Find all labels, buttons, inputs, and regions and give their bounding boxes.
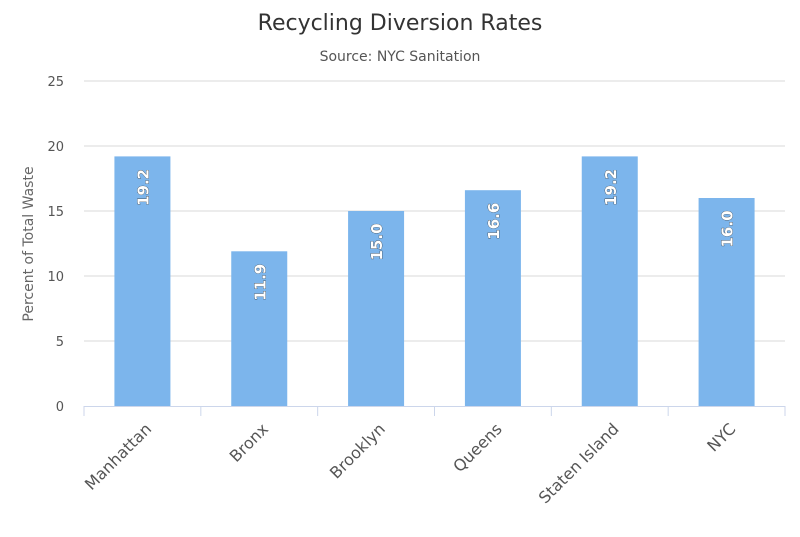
bar <box>698 198 755 406</box>
x-tick-label: Queens <box>449 419 506 476</box>
y-tick-label: 5 <box>56 335 64 350</box>
bar <box>348 211 405 406</box>
data-label: 15.0 <box>368 223 386 260</box>
chart-title: Recycling Diversion Rates <box>258 11 543 36</box>
bars <box>114 156 755 406</box>
gridlines <box>84 80 785 342</box>
data-label: 19.2 <box>134 169 152 206</box>
data-label: 11.9 <box>251 264 269 301</box>
y-axis-label: Percent of Total Waste <box>21 166 37 321</box>
x-tick-label: Manhattan <box>81 419 155 493</box>
x-tick-label: Bronx <box>226 419 272 465</box>
y-tick-label: 20 <box>47 140 64 155</box>
x-tick-label: Staten Island <box>535 419 623 507</box>
y-tick-label: 15 <box>47 205 64 220</box>
bar <box>114 156 171 406</box>
x-axis-ticks: Manhattan Bronx Brooklyn Queens Staten Islan… <box>81 419 740 507</box>
data-labels: 19.2 11.9 15.0 16.6 19.2 16.0 <box>134 169 737 302</box>
y-tick-label: 25 <box>47 75 64 90</box>
y-tick-label: 0 <box>56 400 64 415</box>
x-tick-label: Brooklyn <box>326 419 389 482</box>
bar <box>231 251 288 406</box>
x-tick-label: NYC <box>703 419 739 455</box>
bar <box>464 190 521 406</box>
chart-subtitle: Source: NYC Sanitation <box>320 49 481 65</box>
data-label: 16.6 <box>485 203 503 240</box>
data-label: 16.0 <box>719 210 737 247</box>
y-tick-label: 10 <box>47 270 64 285</box>
data-label: 19.2 <box>602 169 620 206</box>
x-axis <box>83 406 786 416</box>
bar <box>581 156 638 406</box>
y-axis-ticks: 0 5 10 15 20 25 <box>47 75 64 415</box>
